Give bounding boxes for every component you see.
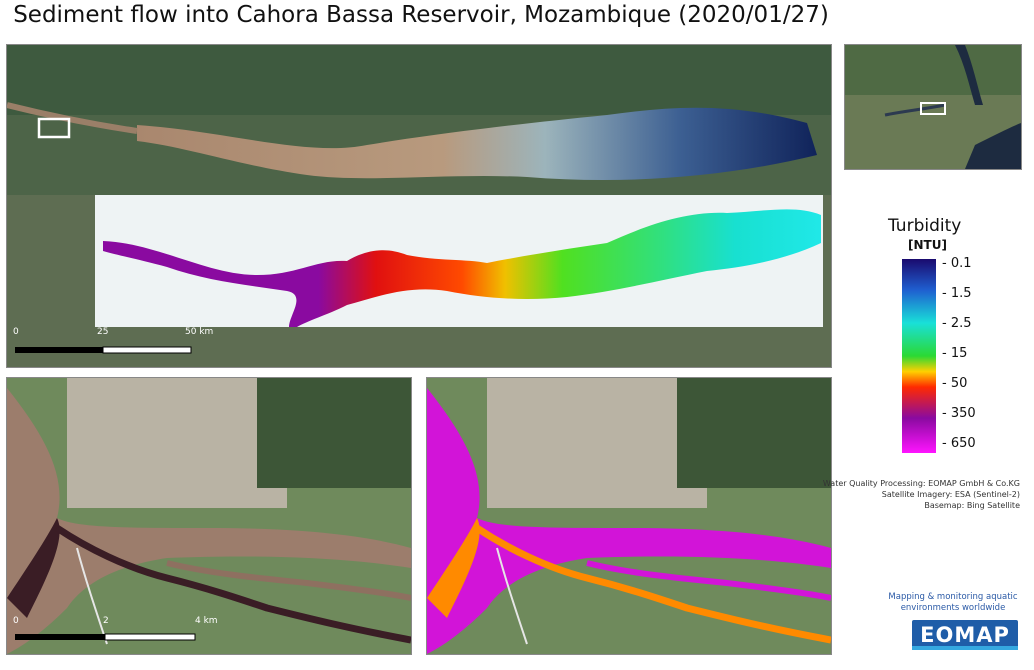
- detail-area-box: [37, 117, 71, 139]
- legend-tick-5: - 350: [942, 406, 976, 421]
- detail-turbidity-panel[interactable]: [426, 377, 832, 655]
- detail-scale-label-0: 0: [13, 616, 19, 626]
- turbidity-detail-map: [427, 378, 831, 654]
- legend-tick-2: - 2.5: [942, 316, 972, 331]
- legend-unit: [NTU]: [908, 238, 947, 252]
- credit-imagery: Satellite Imagery: ESA (Sentinel-2): [881, 490, 1020, 499]
- eomap-logo[interactable]: EOMAP: [912, 620, 1018, 650]
- detail-truecolor-panel[interactable]: 0 2 4 km: [6, 377, 412, 655]
- truecolor-detail-map: [7, 378, 411, 654]
- scale-label-25: 25: [97, 327, 109, 337]
- detail-scale-label-4: 4 km: [195, 616, 218, 626]
- legend-tick-0: - 0.1: [942, 256, 972, 271]
- legend-color-ramp: [902, 259, 936, 453]
- credit-basemap: Basemap: Bing Satellite: [924, 501, 1020, 510]
- locator-box: [920, 102, 946, 115]
- legend-tick-3: - 15: [942, 346, 968, 361]
- locator-map-panel[interactable]: [844, 44, 1022, 170]
- legend-tick-1: - 1.5: [942, 286, 972, 301]
- legend-tick-6: - 650: [942, 436, 976, 451]
- main-map-panel[interactable]: 0 25 50 km: [6, 44, 832, 368]
- scale-label-50: 50 km: [185, 327, 214, 337]
- map-title: Sediment flow into Cahora Bassa Reservoi…: [13, 2, 829, 28]
- legend-tick-4: - 50: [942, 376, 968, 391]
- credit-processing: Water Quality Processing: EOMAP GmbH & C…: [822, 479, 1020, 488]
- scale-label-0: 0: [13, 327, 19, 337]
- locator-map: [845, 45, 1021, 169]
- credits: Water Quality Processing: EOMAP GmbH & C…: [823, 478, 1020, 511]
- tagline: Mapping & monitoring aquatic environment…: [888, 592, 1018, 613]
- detail-scale-label-2: 2: [103, 616, 109, 626]
- legend-title: Turbidity: [888, 216, 962, 236]
- main-satellite-map: [7, 45, 831, 367]
